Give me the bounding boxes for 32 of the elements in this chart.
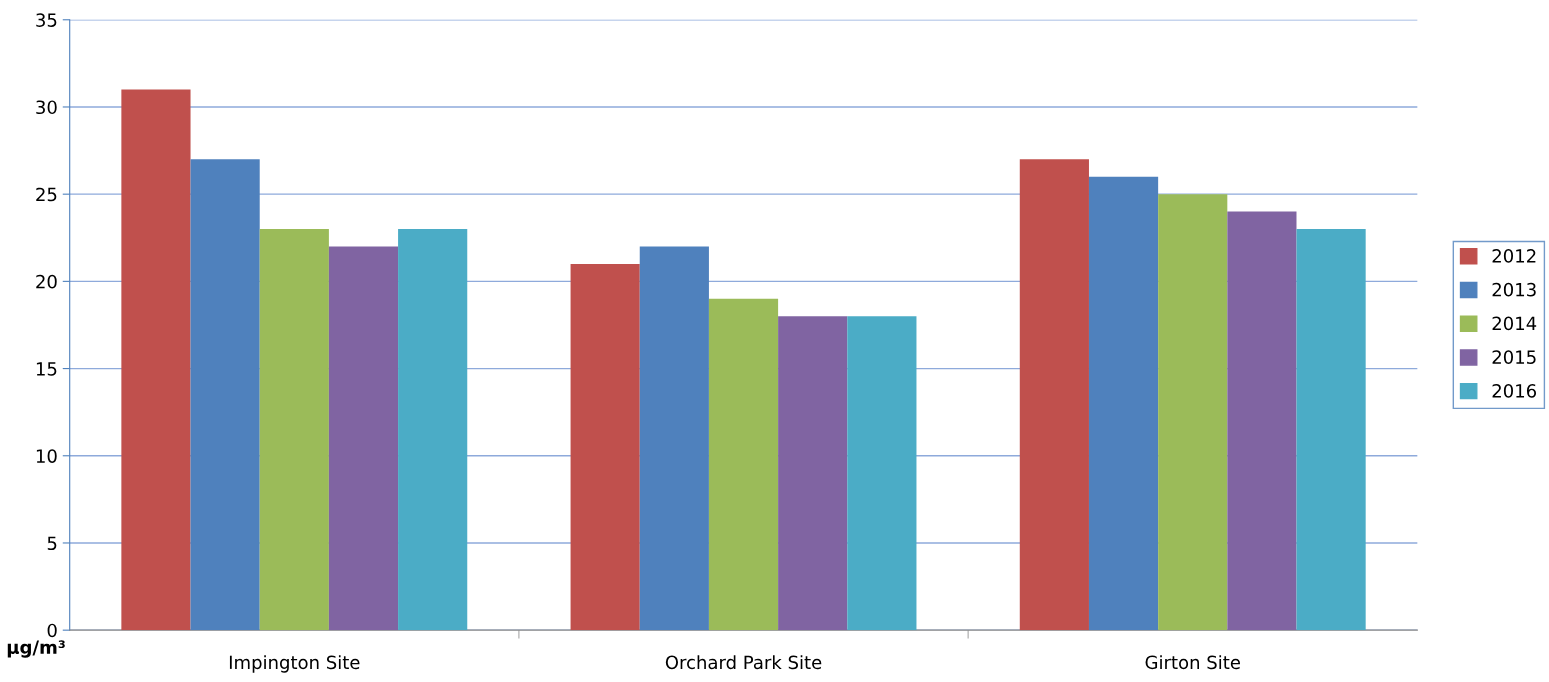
y-tick-label: 10	[36, 449, 57, 463]
legend-label: 2014	[1492, 316, 1537, 331]
x-tick-label: Orchard Park Site	[665, 655, 822, 670]
legend-label: 2012	[1492, 249, 1536, 263]
y-tick-label: 0	[47, 623, 57, 638]
y-tick-label: 30	[36, 100, 57, 115]
y-tick-label: 15	[36, 362, 57, 376]
y-tick-label: 20	[36, 274, 57, 289]
bar	[778, 316, 848, 631]
bar	[570, 263, 640, 631]
bar	[121, 89, 191, 631]
bar	[1088, 176, 1159, 631]
y-axis-title: μg/m³	[7, 640, 65, 658]
y-tick-label: 5	[47, 536, 57, 551]
x-tick-label: Girton Site	[1145, 655, 1240, 670]
bar	[1019, 159, 1089, 631]
bar	[1158, 194, 1228, 631]
x-tick-label: Impington Site	[229, 655, 360, 673]
y-tick-label: 35	[36, 13, 57, 27]
bar	[190, 159, 260, 631]
bar	[1296, 229, 1366, 631]
legend-label: 2015	[1492, 350, 1536, 364]
bar	[708, 298, 779, 631]
bar	[398, 229, 468, 631]
legend-label: 2013	[1492, 282, 1536, 297]
bar	[1227, 211, 1297, 631]
bar	[639, 246, 709, 631]
bar	[847, 316, 917, 631]
bar	[259, 229, 329, 631]
y-tick-label: 25	[36, 187, 57, 202]
legend-label: 2016	[1492, 384, 1537, 398]
bar	[328, 246, 399, 631]
